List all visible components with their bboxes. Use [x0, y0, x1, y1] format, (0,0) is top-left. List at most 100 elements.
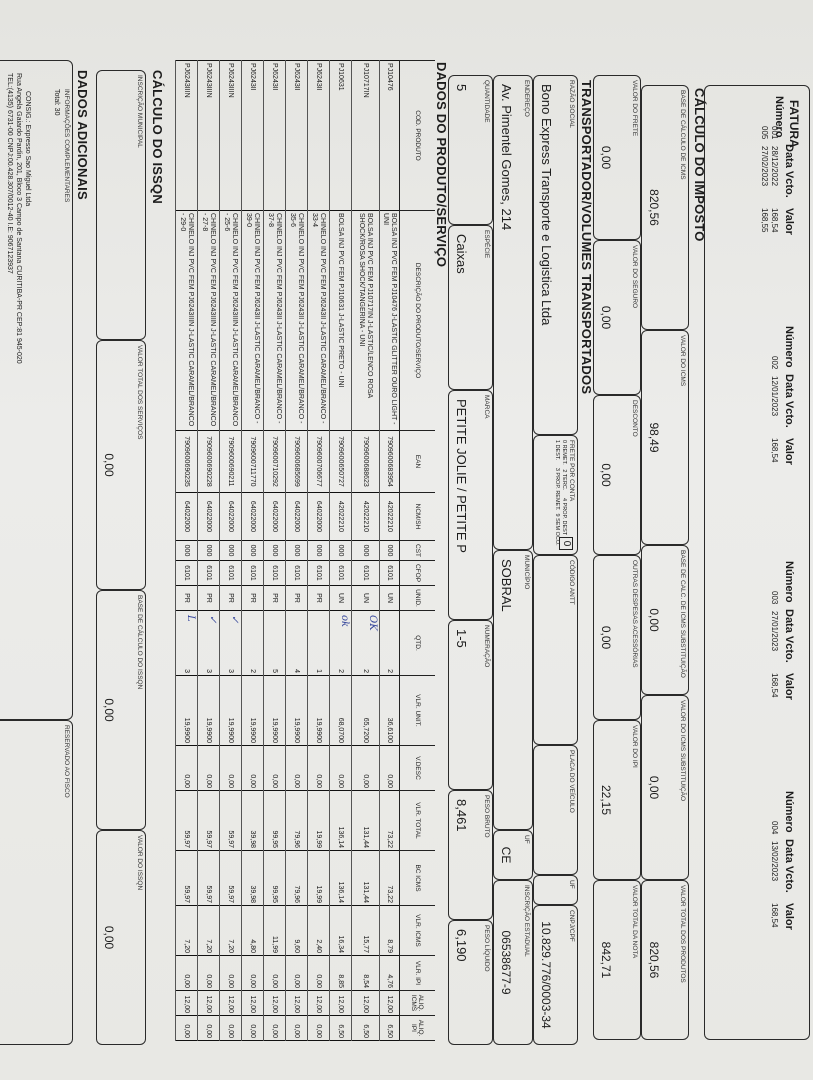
aliq-ipi-value: 0,00	[205, 1024, 212, 1038]
cell-vlr-ipi: 4,76	[379, 955, 400, 991]
cell-vlr-total: 136,14	[329, 790, 352, 851]
ipi-field: VALOR DO IPI 22,15	[593, 720, 641, 880]
fatura-valor: 168,55	[760, 208, 769, 233]
table-row: PJ6243II CHINELO INJ PVC FEM PJ6243II J-L…	[241, 60, 264, 1041]
placa-field: PLACA DO VEÍCULO	[533, 745, 578, 875]
cell-cst: 000	[285, 540, 308, 561]
valor-icms-st-field: VALOR DO ICMS SUBSTITUIÇÃO 0,00	[641, 695, 689, 880]
cell-cod-produto: PJ10631	[329, 60, 352, 211]
especie-field: ESPÉCIE Caixas	[448, 225, 493, 390]
cell-aliq-ipi: 0,00	[241, 1015, 264, 1041]
valor-icms-field: VALOR DO ICMS 98,49	[641, 330, 689, 545]
consig-line: CONSIG.: Expresso Sao Miguel Ltda	[24, 91, 31, 207]
base-icms-st-field: BASE DE CALC. DE ICMS SUBSTITUIÇÃO 0,00	[641, 545, 689, 695]
bc-icms-value: 59,97	[227, 885, 234, 903]
cell-vlr-ipi: 0,00	[175, 955, 198, 991]
label: QUANTIDADE	[483, 80, 490, 123]
ncm-value: 42022210	[386, 500, 393, 533]
cell-v-desc: 0,00	[219, 745, 242, 791]
column-header: QTD.	[399, 610, 435, 676]
value: Av. Pimentel Gomes, 214	[499, 84, 514, 231]
cell-aliq-ipi: 6,50	[351, 1015, 380, 1041]
column-header: V.DESC	[399, 745, 435, 791]
cell-vlr-icms: 8,79	[379, 905, 400, 956]
cell-v-desc: 0,00	[175, 745, 198, 791]
total-nota-field: VALOR TOTAL DA NOTA 842,71	[593, 880, 641, 1040]
cell-ean: 7909600683954	[379, 430, 400, 493]
vlr-total-value: 79,96	[293, 830, 300, 848]
table-row: PJ10631 BOLSA INJ PVC FEM PJ10631 J-LASTI…	[329, 60, 352, 1041]
cell-aliq-icms: 12,00	[263, 990, 286, 1016]
cod-produto-value: PJ10476	[386, 63, 393, 91]
qtd-value: 3	[205, 669, 212, 673]
vlr-unit-value: 19,9900	[271, 717, 278, 743]
cnpj-field: CNPJ/CPF 10.829.776/0003-34	[533, 905, 578, 1045]
aliq-icms-value: 12,00	[227, 995, 234, 1013]
cell-vlr-icms: 7,20	[219, 905, 242, 956]
label: UF	[523, 835, 530, 844]
label: VALOR DO ICMS	[679, 335, 686, 387]
cell-bc-icms: 59,97	[175, 850, 198, 906]
ean-value: 7909600690228	[205, 436, 212, 487]
seguro-field: VALOR DO SEGURO 0,00	[593, 240, 641, 395]
cod-produto-value: PJ10717IN	[362, 63, 369, 98]
qtd-value: 2	[337, 669, 344, 673]
cell-aliq-icms: 12,00	[329, 990, 352, 1016]
table-row: PJ10476 BOLSA INJ PVC FEM PJ10476 J-LASTI…	[379, 60, 400, 1041]
aliq-ipi-value: 0,00	[227, 1024, 234, 1038]
cell-cfop: 6101	[285, 560, 308, 586]
value: 0,00	[599, 625, 613, 650]
vlr-ipi-value: 0,00	[205, 974, 212, 988]
cell-aliq-ipi: 6,50	[329, 1015, 352, 1041]
v-desc-value: 0,00	[315, 774, 322, 788]
cell-ncm: 64022000	[197, 492, 220, 541]
cell-vlr-unit: 68,0700	[329, 675, 352, 746]
cell-ncm: 64022000	[175, 492, 198, 541]
vlr-ipi-value: 0,00	[249, 974, 256, 988]
cell-descricao: CHINELO INJ PVC FEM PJ6243II J-LASTIC CA…	[307, 210, 330, 431]
table-row: PJ6243II CHINELO INJ PVC FEM PJ6243II J-L…	[307, 60, 330, 1041]
bc-icms-value: 79,96	[293, 885, 300, 903]
frete-field: VALOR DO FRETE 0,00	[593, 75, 641, 240]
cod-produto-value: PJ6243II	[315, 63, 322, 91]
cell-bc-icms: 131,44	[351, 850, 380, 906]
cell-vlr-unit: 65,7200	[351, 675, 380, 746]
column-header: COD. PRODUTO	[399, 60, 435, 211]
cell-vlr-icms: 4,80	[241, 905, 264, 956]
cell-unid: PR	[241, 585, 264, 611]
vlr-icms-value: 7,20	[227, 939, 234, 953]
cell-cfop: 6101	[379, 560, 400, 586]
cell-aliq-icms: 12,00	[197, 990, 220, 1016]
column-header: ALIQ. ICMS	[399, 990, 435, 1016]
table-row: PJ6243IIIN CHINELO INJ PVC FEM PJ6243IIIN…	[219, 60, 242, 1041]
cell-unid: PR	[175, 585, 198, 611]
qtd-value: 2	[362, 669, 369, 673]
label: INSCRIÇÃO ESTADUAL	[523, 885, 530, 957]
cod-produto-value: PJ6243II	[249, 63, 256, 91]
qtd-value: 3	[227, 669, 234, 673]
cfop-value: 6101	[271, 565, 278, 581]
unid-value: PR	[271, 593, 278, 603]
cfop-value: 6101	[227, 565, 234, 581]
value: 8,461	[454, 799, 469, 832]
cell-vlr-ipi: 8,54	[351, 955, 380, 991]
vlr-unit-value: 19,9900	[315, 717, 322, 743]
unid-value: PR	[315, 593, 322, 603]
total-servicos-field: VALOR TOTAL DOS SERVIÇOS 0,00	[96, 340, 146, 590]
cell-cst: 000	[307, 540, 330, 561]
adicionais-title: DADOS ADICIONAIS	[75, 70, 90, 200]
cell-cst: 000	[329, 540, 352, 561]
cst-value: 000	[227, 544, 234, 557]
ncm-value: 64022000	[271, 500, 278, 533]
ean-value: 7909600650727	[337, 436, 344, 487]
outras-despesas-field: OUTRAS DESPESAS ACESSÓRIAS 0,00	[593, 555, 641, 720]
value: 0,00	[647, 775, 661, 800]
v-desc-value: 0,00	[249, 774, 256, 788]
value: CE	[499, 846, 513, 864]
cell-cfop: 6101	[197, 560, 220, 586]
cell-vlr-total: 59,97	[175, 790, 198, 851]
cell-aliq-icms: 12,00	[219, 990, 242, 1016]
inscricao-municipal-field: INSCRIÇÃO MUNICIPAL	[96, 70, 146, 340]
